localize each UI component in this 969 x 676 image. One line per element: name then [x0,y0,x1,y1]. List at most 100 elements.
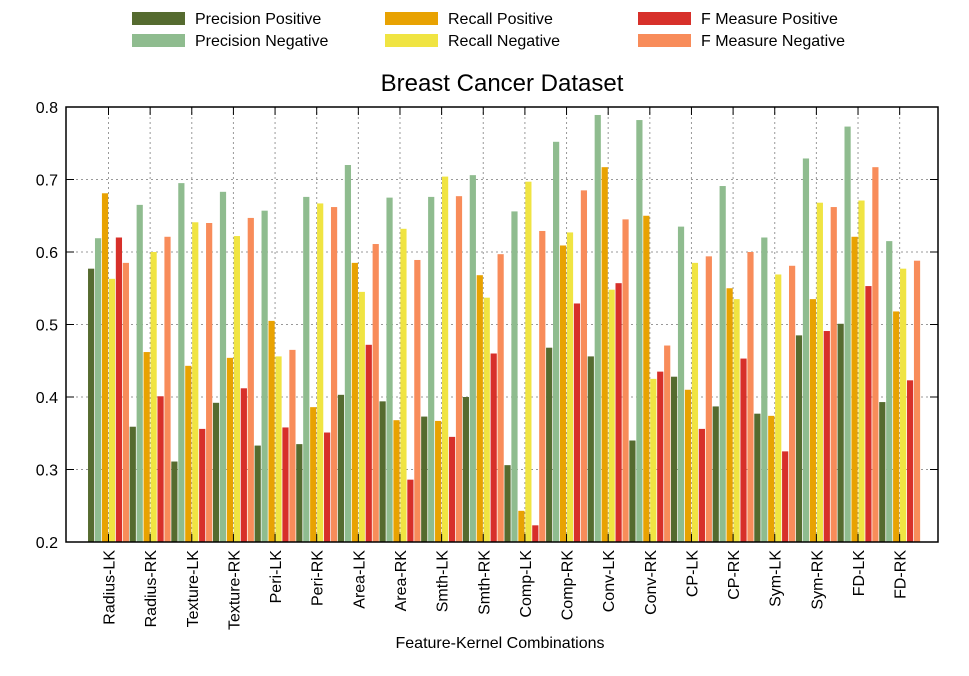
bar [206,223,213,542]
bar [677,226,685,542]
bar [337,394,345,542]
bar [823,331,830,542]
bar [247,217,254,543]
legend-entry: Recall Negative [385,33,560,50]
bar [802,158,810,542]
bar [330,207,338,543]
legend-label: Recall Negative [448,33,560,50]
bar [219,191,227,542]
bar [546,347,553,542]
bar [351,262,358,542]
legend-entry: Precision Negative [132,33,329,50]
bar [615,283,622,542]
bar [573,303,581,542]
bar [428,196,435,542]
bar [580,190,588,542]
bar [240,388,247,542]
x-tick-label: Smth-RK [476,550,493,615]
bar [837,323,844,542]
bar [879,402,886,542]
bar [212,402,220,542]
x-tick-label: Peri-LK [268,550,285,604]
bar [733,299,740,542]
legend-swatch [132,34,185,47]
bar [164,236,171,542]
bar [199,428,206,542]
bar [712,406,719,542]
x-tick-label: CP-RK [726,550,743,600]
bar [650,378,657,542]
legend: Precision Positive Recall Positive F Measu… [132,11,845,50]
bar [192,222,199,542]
bar [511,211,518,542]
bar [886,241,893,542]
bar [740,358,747,542]
bar [559,245,567,542]
x-tick-label: Conv-RK [643,550,660,615]
x-axis-label: Feature-Kernel Combinations [396,635,605,652]
bar [518,510,525,542]
x-tick-label: Texture-LK [185,550,202,628]
bar [594,114,601,542]
bar [566,232,574,543]
bar [421,416,428,542]
bar [789,265,796,542]
bar [851,236,858,542]
bar [441,176,449,542]
bar [476,275,483,542]
bar [317,203,324,543]
bar [233,236,240,543]
x-tick-label: FD-LK [851,550,868,597]
y-tick-label: 0.7 [36,173,58,190]
bar [664,345,671,542]
bar [705,256,712,542]
bar [122,262,129,542]
bar [108,278,116,542]
bar [768,415,775,542]
x-tick-label: Texture-RK [226,550,243,630]
bar [101,193,109,542]
legend-swatch [385,12,438,25]
bar [858,200,865,542]
y-tick-label: 0.8 [36,100,58,117]
bar [275,356,282,542]
legend-label: F Measure Negative [701,33,845,50]
bar [455,196,463,543]
bar [435,420,442,542]
x-axis: Radius-LK Radius-RK Texture-LK Texture-RK Pe… [102,107,910,630]
bar [761,237,768,542]
x-tick-label: Smth-LK [435,550,452,613]
bar [414,259,421,542]
x-tick-label: Radius-LK [102,550,119,625]
bar [830,207,837,543]
x-tick-label: Peri-RK [310,550,327,606]
legend-label: Recall Positive [448,11,553,28]
bar [407,479,414,542]
bar [157,396,164,542]
bar [719,186,726,542]
bar [747,252,754,542]
bar [601,167,608,543]
bar [185,365,192,542]
bar [893,311,900,542]
bar [462,397,469,542]
legend-entry: F Measure Positive [638,11,838,28]
bar [136,204,143,542]
y-tick-label: 0.2 [36,535,58,552]
bar [483,297,490,542]
bar [726,288,733,542]
bar [684,389,692,542]
legend-label: Precision Positive [195,11,321,28]
legend-label: F Measure Positive [701,11,838,28]
bar [358,291,365,542]
bar [88,268,95,542]
x-tick-label: Radius-RK [143,550,160,628]
y-tick-label: 0.6 [36,245,58,262]
bar [775,274,782,542]
bar [143,352,150,542]
bar [261,210,268,543]
bar [379,401,386,542]
x-tick-label: FD-RK [893,550,910,599]
y-tick-label: 0.3 [36,463,58,480]
bar [171,461,178,542]
